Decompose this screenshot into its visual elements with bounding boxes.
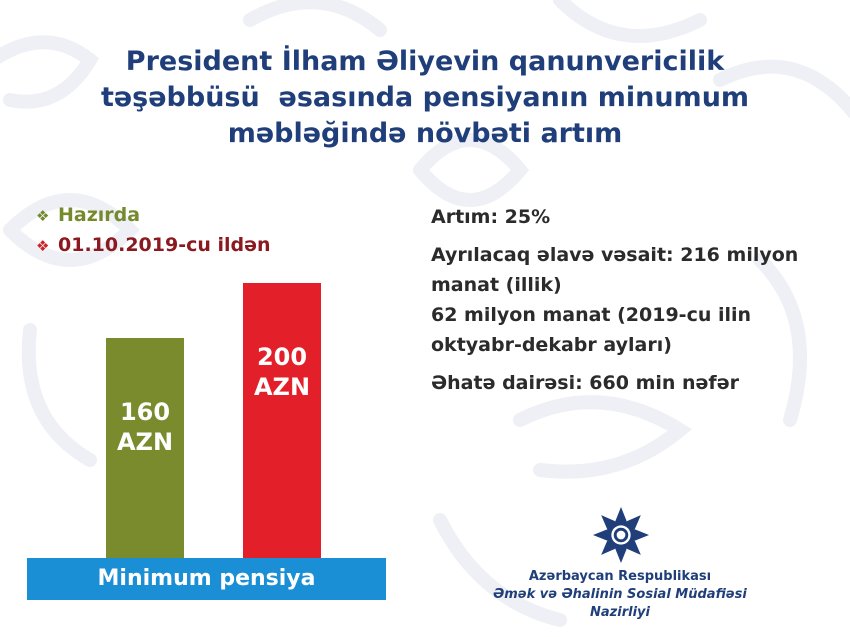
legend-label-new: 01.10.2019-cu ildən (58, 234, 271, 256)
x-axis-label: Minimum pensiya (27, 558, 386, 600)
legend-label-current: Hazırda (58, 204, 141, 226)
ministry-name: Azərbaycan Respublikası Əmək və Əhalinin… (470, 568, 770, 622)
title-line-2: təşəbbüsü əsasında pensiyanın minumum (100, 82, 750, 113)
chart-legend: ❖ Hazırda ❖ 01.10.2019-cu ildən (36, 200, 271, 260)
legend-item-new: ❖ 01.10.2019-cu ildən (36, 230, 271, 260)
diamond-bullet-icon: ❖ (36, 237, 50, 255)
increase-text: Artım: 25% (431, 206, 551, 228)
info-panel: Artım: 25% Ayrılacaq əlavə vəsait: 216 m… (431, 202, 831, 398)
bar-value-label-unit: AZN (254, 373, 310, 401)
bar-current (106, 338, 184, 558)
ministry-line-1: Azərbaycan Respublikası (528, 569, 712, 584)
bar-new (243, 283, 321, 558)
coverage-text: Əhatə dairəsi: 660 min nəfər (431, 372, 739, 394)
bar-value-label-number: 200 (257, 343, 307, 371)
funds-text-line-1: Ayrılacaq əlavə vəsait: 216 milyon (431, 244, 799, 266)
ministry-logo-icon (592, 506, 650, 564)
bar-value-label-unit: AZN (117, 428, 173, 456)
legend-item-current: ❖ Hazırda (36, 200, 271, 230)
page-title: President İlham Əliyevin qanunvericilik … (0, 44, 850, 152)
funds-text-line-2: manat (illik) (431, 274, 562, 296)
ministry-line-2: Əmək və Əhalinin Sosial Müdafiəsi Nazirl… (493, 587, 747, 620)
diamond-bullet-icon: ❖ (36, 207, 50, 225)
bar-value-label-number: 160 (120, 398, 170, 426)
title-line-3: məbləğində növbəti artım (227, 118, 623, 149)
title-line-1: President İlham Əliyevin qanunvericilik (125, 46, 725, 77)
funds-text-line-3: 62 milyon manat (2019-cu ilin (431, 304, 752, 326)
funds-text-line-4: oktyabr-dekabr ayları) (431, 334, 672, 356)
